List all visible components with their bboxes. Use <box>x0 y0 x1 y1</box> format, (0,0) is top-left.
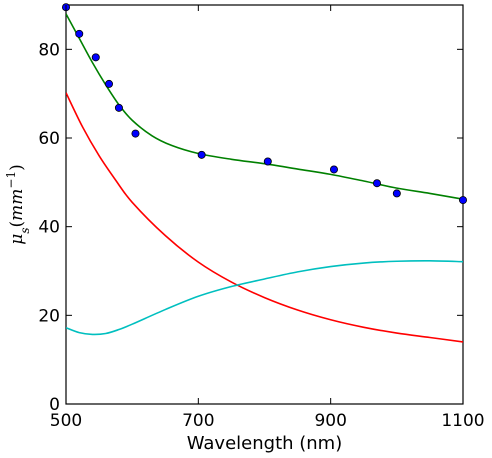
data-point <box>197 150 206 159</box>
x-tick-label: 900 <box>314 411 346 431</box>
data-point <box>392 189 401 198</box>
data-point <box>329 165 338 174</box>
series-line-red <box>66 92 464 343</box>
y-axis-label: μs(mm−1) <box>4 164 32 244</box>
axes-frame <box>65 4 464 405</box>
data-point <box>458 196 467 205</box>
data-point <box>131 129 140 138</box>
y-tick-label: 0 <box>49 395 60 415</box>
y-label-unit: mm <box>7 189 27 221</box>
data-point <box>114 103 123 112</box>
y-label-close: ) <box>7 164 27 171</box>
y-tick-label: 40 <box>38 218 60 238</box>
x-tick-label: 500 <box>50 411 82 431</box>
data-point <box>105 79 114 88</box>
x-axis-label: Wavelength (nm) <box>187 433 343 454</box>
data-point <box>263 157 272 166</box>
y-tick-label: 60 <box>38 129 60 149</box>
y-label-base: μ <box>7 234 27 245</box>
series-line-green <box>66 13 464 200</box>
y-tick-label: 80 <box>38 40 60 60</box>
data-point <box>372 179 381 188</box>
y-label-subscript: s <box>18 228 32 234</box>
data-point <box>75 29 84 38</box>
series-layer <box>62 3 467 343</box>
data-point <box>91 53 100 62</box>
y-tick-label: 20 <box>38 306 60 326</box>
x-tick-label: 700 <box>182 411 214 431</box>
series-line-cyan <box>66 259 464 336</box>
y-label-open: ( <box>7 221 27 228</box>
y-label-superscript: −1 <box>4 171 18 189</box>
plot-area: 500 700 900 1100 0 20 40 60 80 <box>38 3 485 431</box>
x-tick-label: 1100 <box>441 411 484 431</box>
ticks-layer: 500 700 900 1100 0 20 40 60 80 <box>38 5 485 431</box>
